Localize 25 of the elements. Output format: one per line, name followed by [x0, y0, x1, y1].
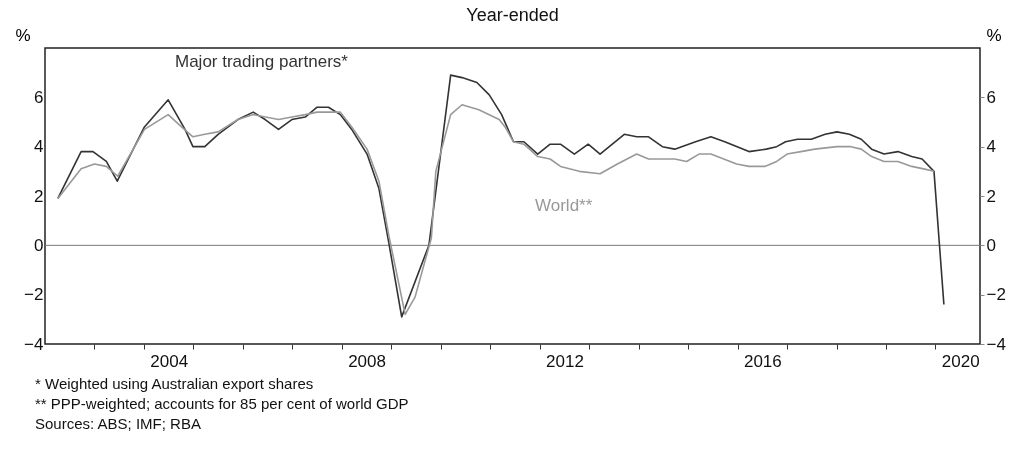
series-label: World**	[535, 196, 593, 215]
x-tick-label: 2020	[941, 351, 980, 371]
x-tick-label: 2008	[348, 351, 386, 371]
y2-tick-label: 4	[986, 137, 996, 157]
y2-tick-label: 0	[986, 235, 996, 255]
x-tick-label: 2012	[546, 351, 584, 371]
y2-axis-title: %	[986, 25, 1002, 45]
y-tick-label: 0	[34, 235, 44, 255]
y-tick-label: −2	[24, 285, 44, 305]
x-tick-label: 2016	[743, 351, 782, 371]
y-tick-label: −4	[24, 334, 44, 354]
text: ** PPP-weighted; accounts for 85 per cent of world GDP	[35, 395, 409, 412]
chart-title: Year-ended	[466, 5, 559, 25]
y-axis-title: %	[15, 25, 31, 45]
y-tick-label: 4	[34, 137, 44, 157]
y2-tick-label: −4	[986, 334, 1006, 354]
y2-tick-label: 6	[986, 87, 996, 107]
x-tick-label: 2004	[150, 351, 189, 371]
y-tick-label: 6	[34, 87, 44, 107]
series-label: Major trading partners*	[175, 52, 349, 71]
text: * Weighted using Australian export shares	[35, 375, 314, 392]
y-tick-label: 2	[34, 186, 44, 206]
y2-tick-label: 2	[986, 186, 996, 206]
y2-tick-label: −2	[986, 285, 1006, 305]
source-note: Sources: ABS; IMF; RBA	[35, 415, 201, 432]
